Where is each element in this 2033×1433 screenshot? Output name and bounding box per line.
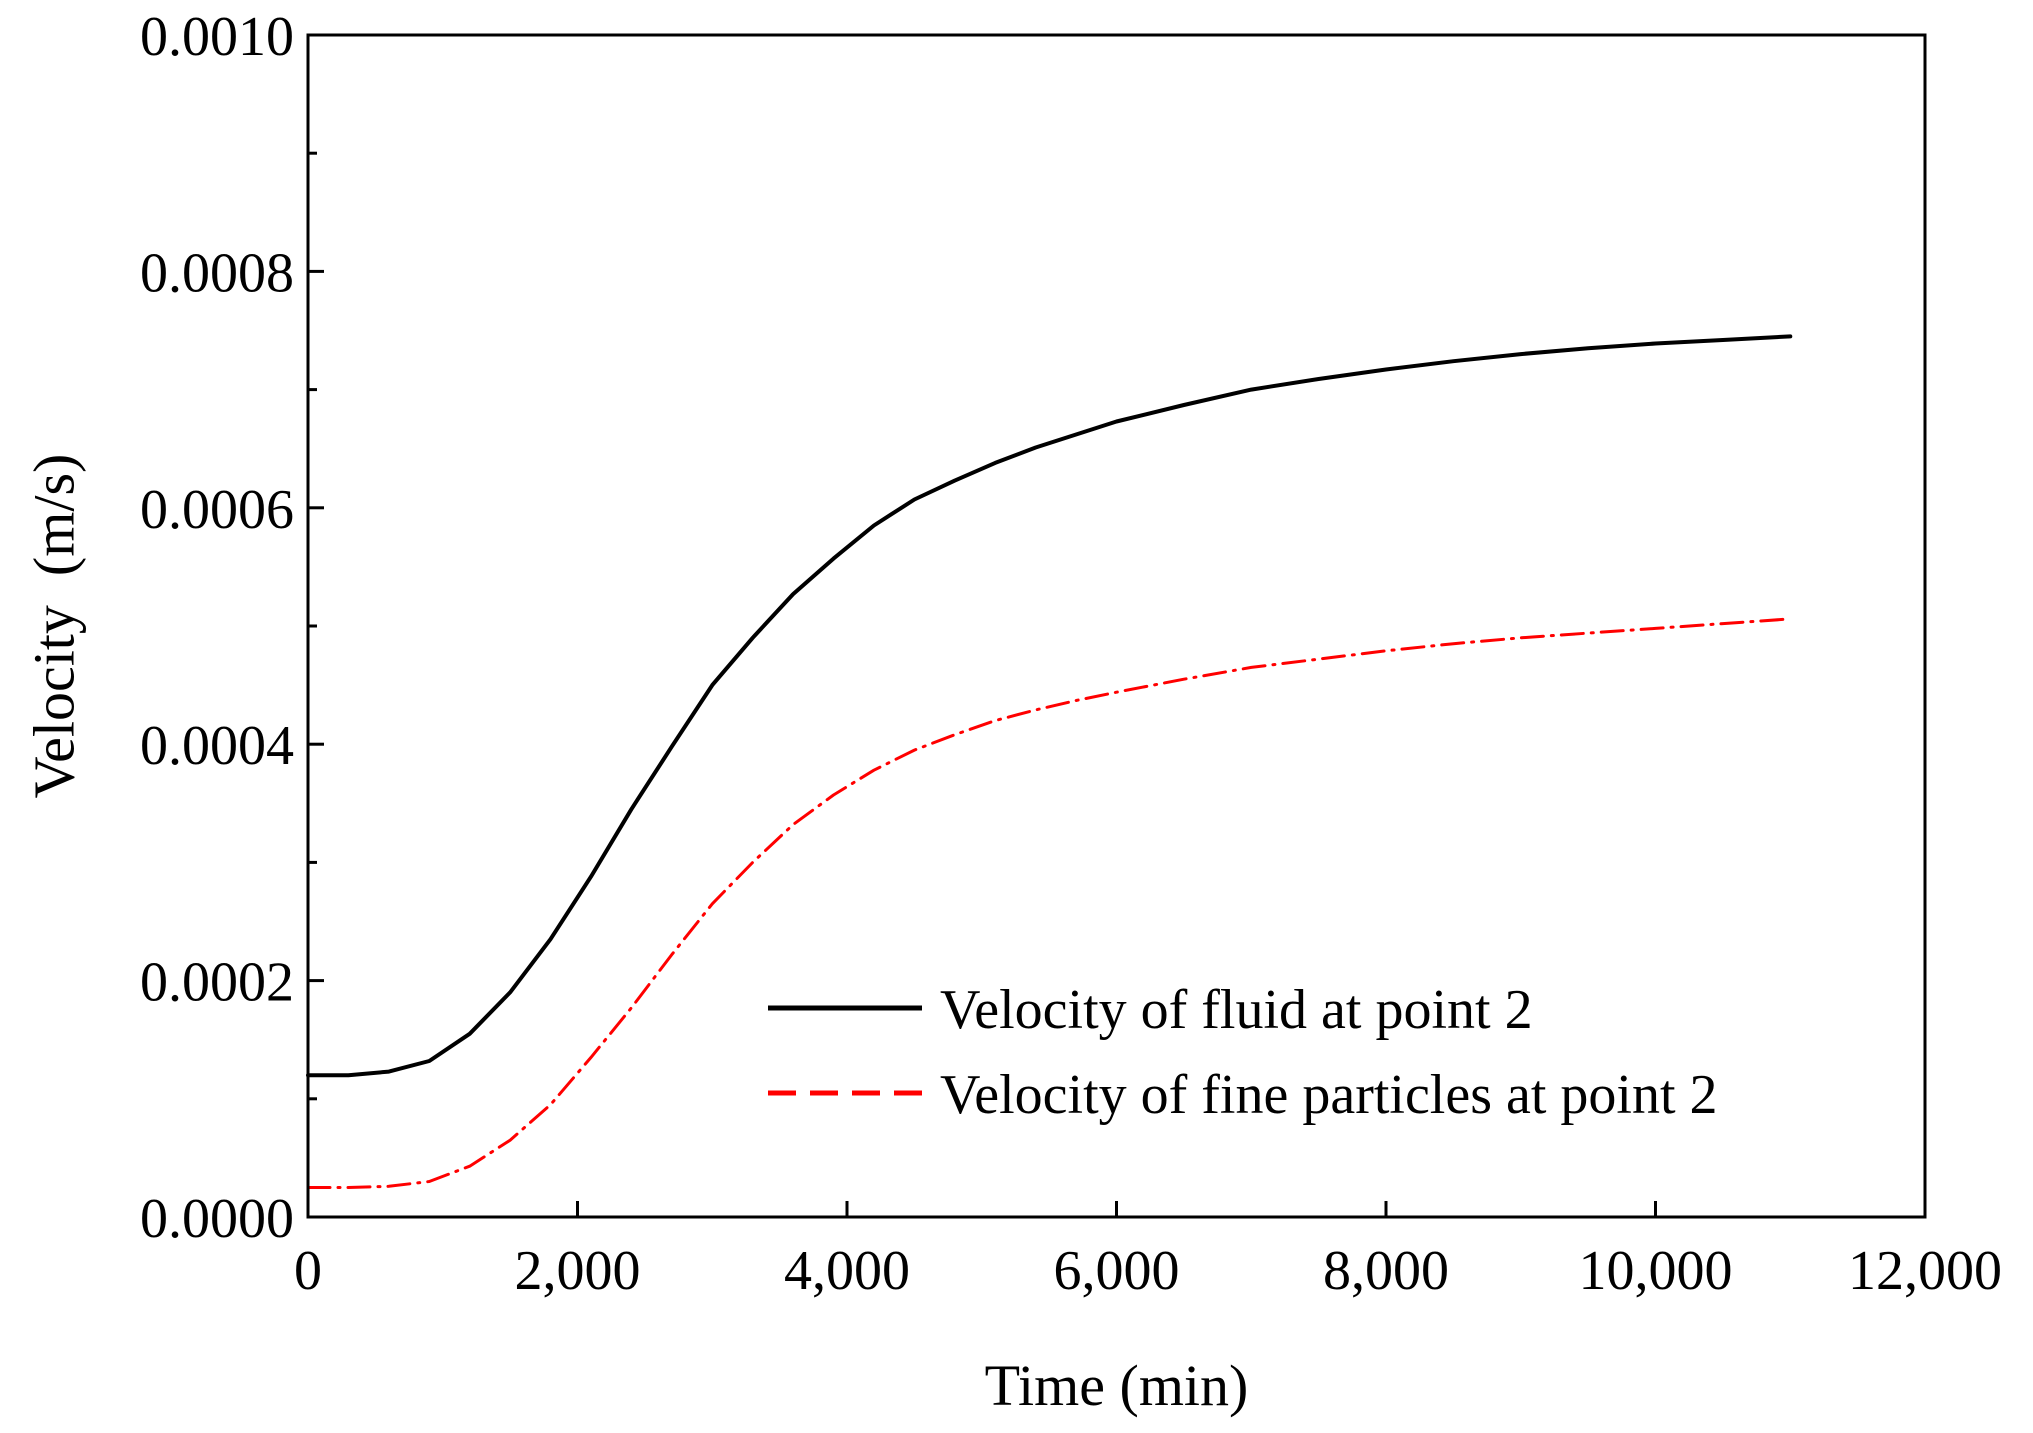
y-tick-label: 0.0002 xyxy=(140,952,294,1014)
y-tick-label: 0.0004 xyxy=(140,715,294,777)
y-tick-label: 0.0000 xyxy=(140,1188,294,1250)
x-tick-label: 12,000 xyxy=(1848,1240,2002,1302)
x-tick-label: 2,000 xyxy=(515,1240,641,1302)
x-axis-title: Time (min) xyxy=(985,1353,1249,1418)
series-lines xyxy=(306,334,1793,1189)
x-tick-label: 8,000 xyxy=(1323,1240,1449,1302)
y-tick-label: 0.0008 xyxy=(140,242,294,304)
y-axis-title: Velocity (m/s) xyxy=(21,454,86,799)
y-tick-label: 0.0010 xyxy=(140,6,294,68)
x-tick-label: 6,000 xyxy=(1054,1240,1180,1302)
x-tick-label: 0 xyxy=(294,1240,322,1302)
legend: Velocity of fluid at point 2 Velocity of… xyxy=(768,979,1718,1126)
plot-frame xyxy=(306,33,1927,1219)
y-tick-label: 0.0006 xyxy=(140,479,294,541)
series-line-fine-particles xyxy=(306,617,1792,1189)
x-tick-label: 4,000 xyxy=(784,1240,910,1302)
series-line-fluid xyxy=(306,334,1793,1078)
legend-label-fine-particles: Velocity of fine particles at point 2 xyxy=(940,1064,1718,1126)
tick-labels: 0 2,000 4,000 6,000 8,000 10,000 12,000 0.0000 0… xyxy=(140,6,2002,1302)
x-tick-label: 10,000 xyxy=(1579,1240,1733,1302)
legend-label-fluid: Velocity of fluid at point 2 xyxy=(940,979,1533,1041)
